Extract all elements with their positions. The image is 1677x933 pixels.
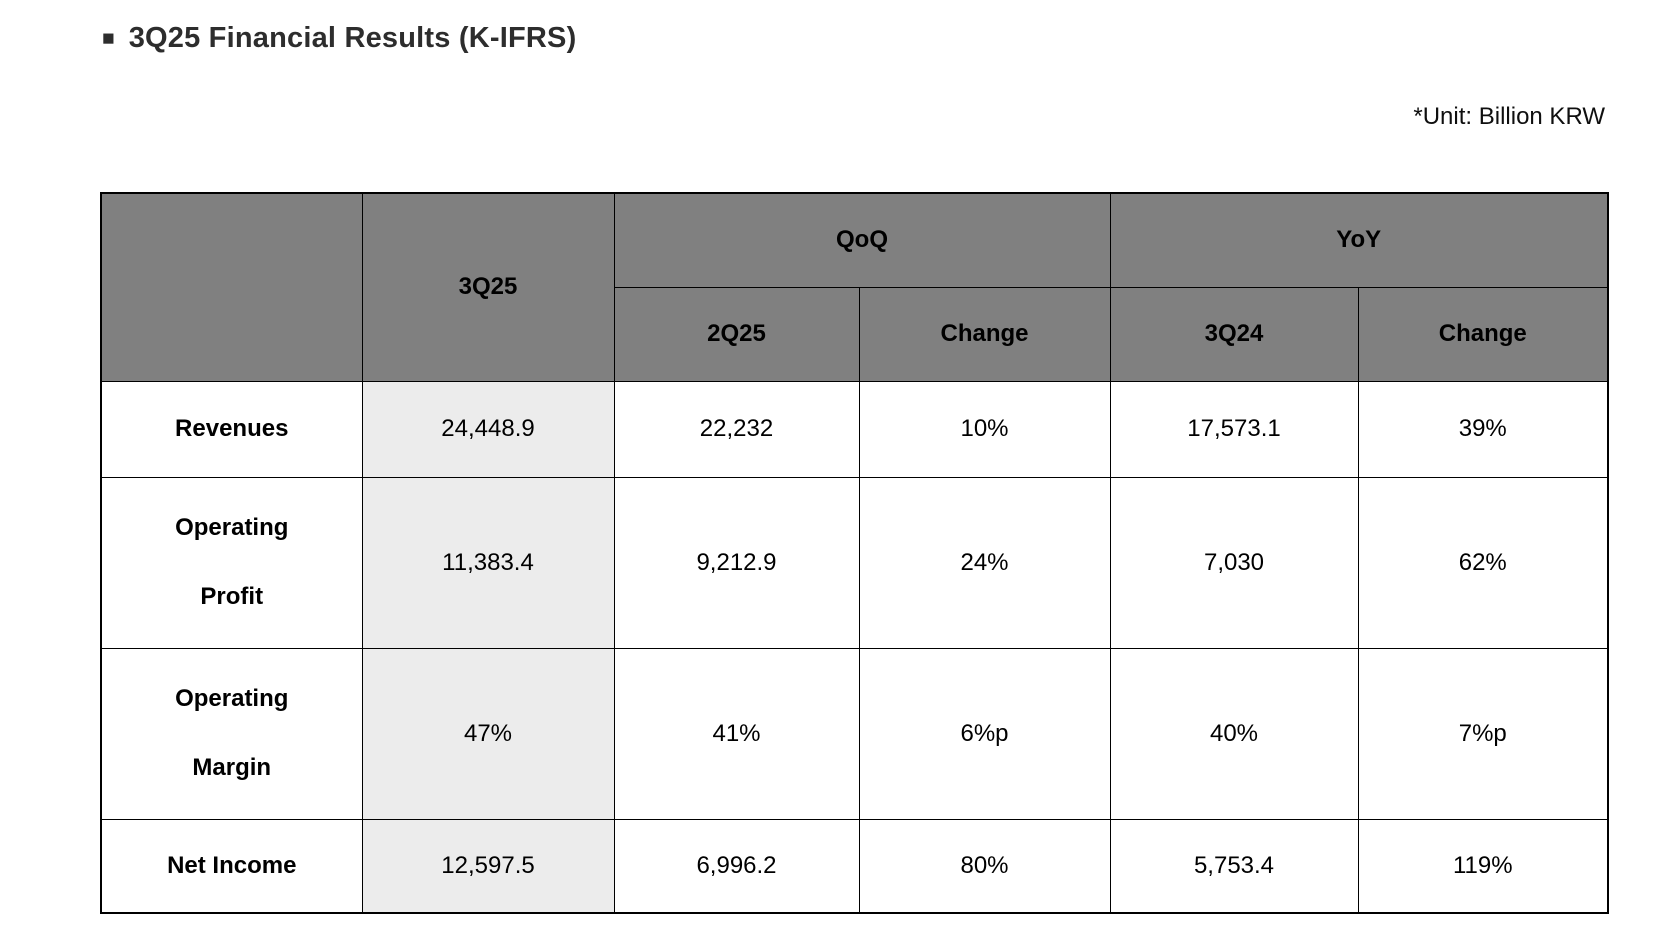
header-3q24: 3Q24 xyxy=(1109,286,1359,382)
cell-net-income-3q25: 12,597.5 xyxy=(361,818,615,914)
page-title: ■ 3Q25 Financial Results (K-IFRS) xyxy=(102,22,576,55)
cell-operating-profit-qoq-change: 24% xyxy=(858,476,1111,649)
table-row-revenues: Revenues 24,448.9 22,232 10% 17,573.1 39… xyxy=(100,380,1609,478)
header-qoq-change: Change xyxy=(858,286,1111,382)
table-row-operating-margin: Operating Margin 47% 41% 6%p 40% 7%p xyxy=(100,647,1609,820)
row-label-operating-margin: Operating Margin xyxy=(100,647,363,820)
cell-operating-margin-3q25: 47% xyxy=(361,647,615,820)
table-row-net-income: Net Income 12,597.5 6,996.2 80% 5,753.4 … xyxy=(100,818,1609,914)
cell-net-income-2q25: 6,996.2 xyxy=(613,818,860,914)
cell-operating-margin-2q25: 41% xyxy=(613,647,860,820)
cell-operating-profit-yoy-change: 62% xyxy=(1357,476,1609,649)
cell-revenues-2q25: 22,232 xyxy=(613,380,860,478)
cell-operating-profit-3q24: 7,030 xyxy=(1109,476,1359,649)
cell-net-income-yoy-change: 119% xyxy=(1357,818,1609,914)
header-group-qoq: QoQ xyxy=(613,192,1111,288)
header-3q25: 3Q25 xyxy=(361,192,615,382)
cell-net-income-qoq-change: 80% xyxy=(858,818,1111,914)
header-group-yoy: YoY xyxy=(1109,192,1609,288)
cell-revenues-qoq-change: 10% xyxy=(858,380,1111,478)
row-label-operating-profit: Operating Profit xyxy=(100,476,363,649)
financial-results-table: 3Q25 QoQ YoY 2Q25 Change 3Q24 Change Rev… xyxy=(100,192,1609,914)
cell-operating-profit-2q25: 9,212.9 xyxy=(613,476,860,649)
table-row-operating-profit: Operating Profit 11,383.4 9,212.9 24% 7,… xyxy=(100,476,1609,649)
row-label-net-income: Net Income xyxy=(100,818,363,914)
cell-revenues-3q24: 17,573.1 xyxy=(1109,380,1359,478)
header-yoy-change: Change xyxy=(1357,286,1609,382)
cell-revenues-3q25: 24,448.9 xyxy=(361,380,615,478)
unit-note: *Unit: Billion KRW xyxy=(1413,103,1605,130)
corner-cell xyxy=(100,192,363,382)
header-2q25: 2Q25 xyxy=(613,286,860,382)
cell-operating-profit-3q25: 11,383.4 xyxy=(361,476,615,649)
cell-net-income-3q24: 5,753.4 xyxy=(1109,818,1359,914)
cell-revenues-yoy-change: 39% xyxy=(1357,380,1609,478)
cell-operating-margin-qoq-change: 6%p xyxy=(858,647,1111,820)
row-label-revenues: Revenues xyxy=(100,380,363,478)
cell-operating-margin-yoy-change: 7%p xyxy=(1357,647,1609,820)
square-bullet-icon: ■ xyxy=(102,27,115,50)
cell-operating-margin-3q24: 40% xyxy=(1109,647,1359,820)
page-title-text: 3Q25 Financial Results (K-IFRS) xyxy=(128,22,577,54)
